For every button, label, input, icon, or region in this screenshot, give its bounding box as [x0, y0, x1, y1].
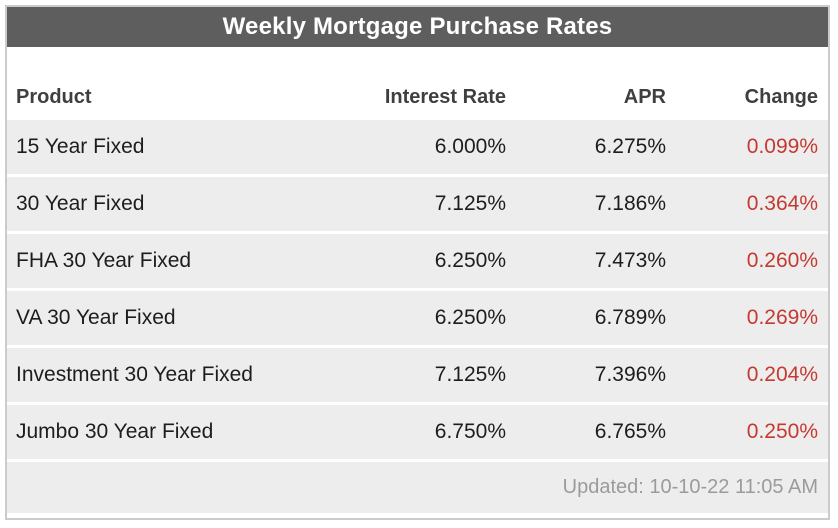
change-cell: 0.099%: [746, 135, 818, 158]
table-header-row: Product Interest Rate APR Change: [7, 47, 828, 120]
product-cell: FHA 30 Year Fixed: [16, 249, 192, 272]
product-cell: 30 Year Fixed: [16, 192, 145, 215]
apr-cell: 6.765%: [594, 420, 666, 443]
apr-cell: 7.186%: [594, 192, 666, 215]
interest-rate-cell: 6.750%: [434, 420, 506, 443]
change-cell: 0.260%: [746, 249, 818, 272]
change-cell: 0.250%: [746, 420, 818, 443]
table-row: 30 Year Fixed 7.125% 7.186% 0.364%: [7, 177, 828, 231]
column-header-interest-rate: Interest Rate: [384, 86, 506, 108]
table-row: Investment 30 Year Fixed 7.125% 7.396% 0…: [7, 348, 828, 402]
mortgage-rates-widget: Weekly Mortgage Purchase Rates Product I…: [5, 5, 830, 520]
apr-cell: 7.473%: [594, 249, 666, 272]
updated-timestamp: Updated: 10-10-22 11:05 AM: [562, 476, 818, 498]
interest-rate-cell: 7.125%: [434, 363, 506, 386]
interest-rate-cell: 7.125%: [434, 192, 506, 215]
change-cell: 0.364%: [746, 192, 818, 215]
table-row: FHA 30 Year Fixed 6.250% 7.473% 0.260%: [7, 234, 828, 288]
interest-rate-cell: 6.000%: [434, 135, 506, 158]
product-cell: 15 Year Fixed: [16, 135, 145, 158]
column-header-change: Change: [744, 86, 818, 108]
table-row: VA 30 Year Fixed 6.250% 6.789% 0.269%: [7, 291, 828, 345]
title-bar: Weekly Mortgage Purchase Rates: [7, 7, 828, 47]
table-footer-row: Updated: 10-10-22 11:05 AM: [7, 462, 828, 513]
product-cell: Jumbo 30 Year Fixed: [16, 420, 214, 443]
page-title: Weekly Mortgage Purchase Rates: [222, 13, 613, 40]
product-cell: VA 30 Year Fixed: [16, 306, 176, 329]
interest-rate-cell: 6.250%: [434, 306, 506, 329]
apr-cell: 7.396%: [594, 363, 666, 386]
column-header-apr: APR: [623, 86, 666, 108]
change-cell: 0.204%: [746, 363, 818, 386]
column-header-product: Product: [16, 86, 92, 108]
apr-cell: 6.275%: [594, 135, 666, 158]
change-cell: 0.269%: [746, 306, 818, 329]
table-row: 15 Year Fixed 6.000% 6.275% 0.099%: [7, 120, 828, 174]
product-cell: Investment 30 Year Fixed: [16, 363, 253, 386]
apr-cell: 6.789%: [594, 306, 666, 329]
table-row: Jumbo 30 Year Fixed 6.750% 6.765% 0.250%: [7, 405, 828, 459]
interest-rate-cell: 6.250%: [434, 249, 506, 272]
